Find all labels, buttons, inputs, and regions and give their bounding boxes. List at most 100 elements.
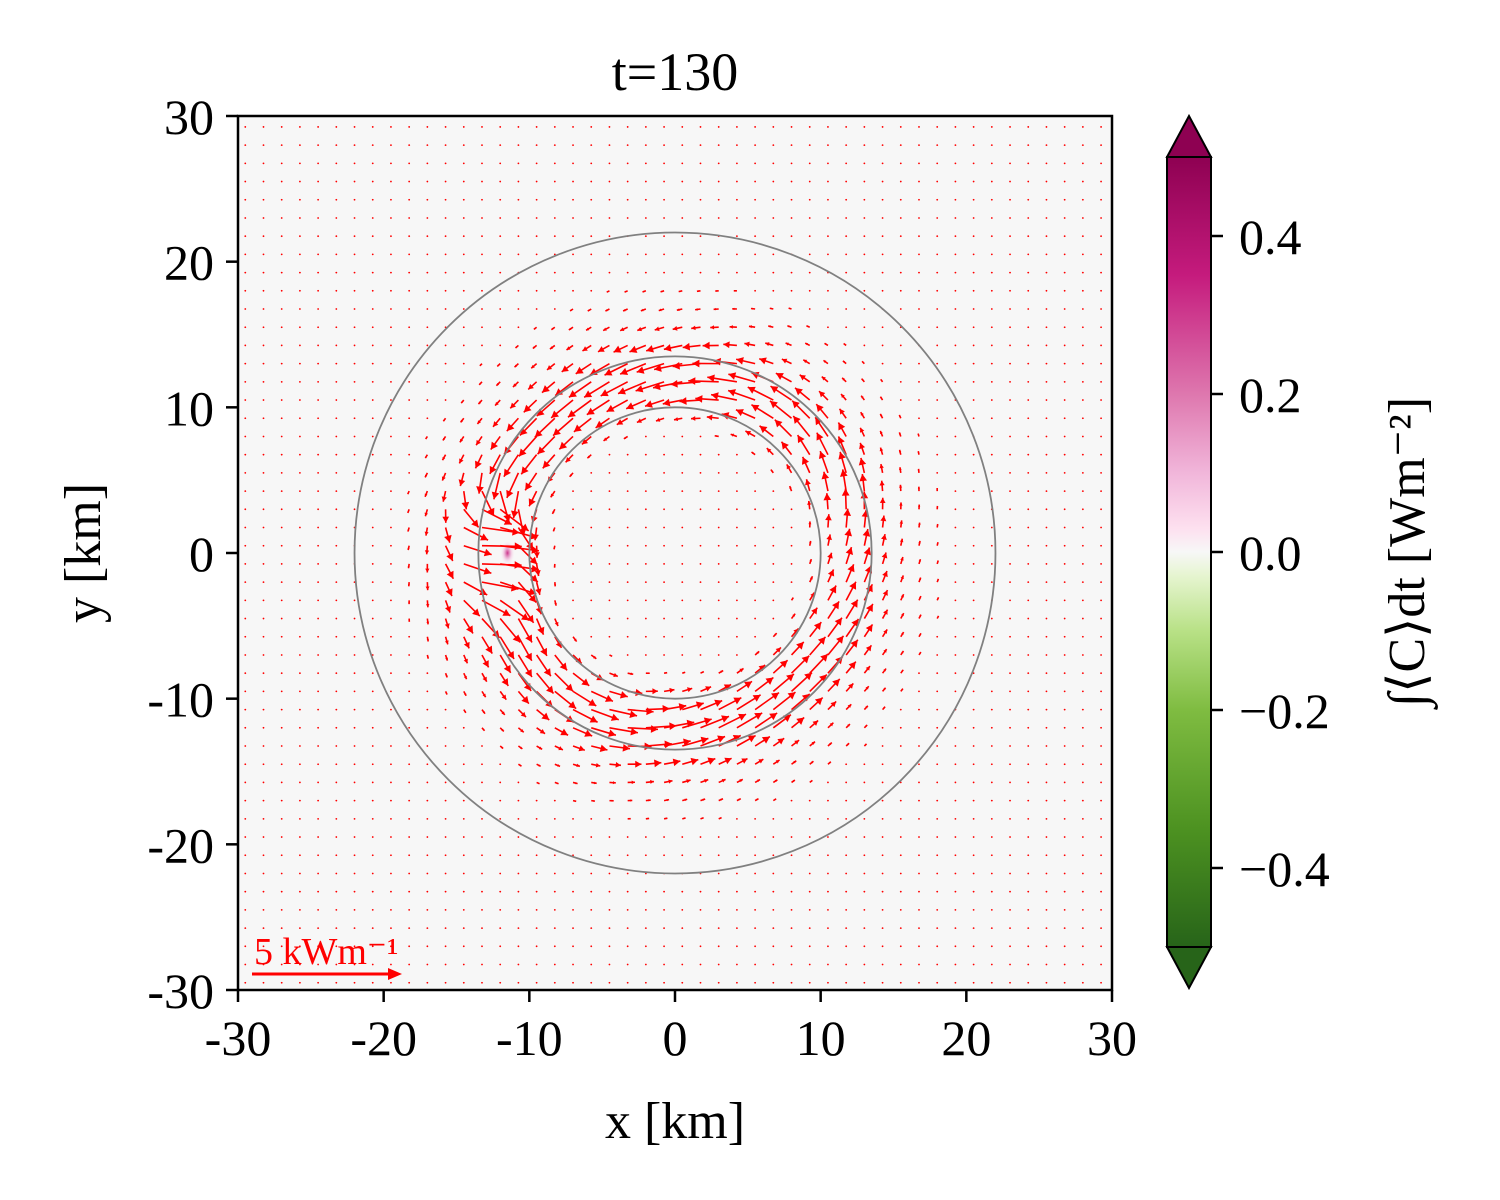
flux-arrow bbox=[1063, 635, 1066, 638]
flux-arrow bbox=[1009, 908, 1011, 911]
flux-arrow bbox=[317, 308, 320, 310]
flux-arrow bbox=[444, 527, 452, 543]
flux-arrow bbox=[972, 362, 975, 365]
flux-arrow bbox=[317, 544, 320, 547]
flux-arrow bbox=[879, 497, 886, 510]
flux-arrow bbox=[1100, 581, 1102, 584]
flux-arrow bbox=[863, 180, 866, 183]
flux-arrow bbox=[335, 344, 338, 347]
flux-arrow bbox=[736, 872, 738, 875]
flux-arrow bbox=[371, 945, 374, 948]
flux-arrow bbox=[954, 126, 957, 128]
flux-arrow bbox=[754, 490, 757, 492]
flux-arrow bbox=[845, 661, 857, 674]
flux-arrow bbox=[572, 253, 574, 256]
flux-arrow bbox=[936, 963, 939, 966]
flux-arrow bbox=[317, 526, 320, 529]
flux-arrow bbox=[827, 722, 834, 729]
flux-arrow bbox=[936, 615, 940, 619]
flux-arrow bbox=[808, 180, 811, 183]
flux-arrow bbox=[552, 527, 556, 532]
flux-arrow bbox=[553, 836, 556, 838]
flux-arrow bbox=[426, 344, 429, 347]
flux-arrow bbox=[572, 490, 574, 492]
flux-arrow bbox=[700, 735, 726, 747]
flux-arrow bbox=[262, 417, 265, 420]
flux-arrow bbox=[1100, 253, 1102, 256]
flux-arrow bbox=[572, 690, 597, 707]
flux-arrow bbox=[371, 963, 374, 966]
flux-arrow bbox=[299, 654, 301, 656]
flux-arrow bbox=[770, 469, 774, 474]
flux-arrow bbox=[772, 563, 775, 565]
flux-arrow bbox=[517, 908, 520, 911]
flux-arrow bbox=[262, 872, 265, 875]
colorbar-tick-label: 0.0 bbox=[1239, 525, 1302, 581]
flux-arrow bbox=[754, 271, 757, 274]
flux-arrow bbox=[426, 180, 429, 183]
flux-arrow bbox=[1045, 817, 1048, 820]
flux-arrow bbox=[1009, 544, 1011, 547]
flux-arrow bbox=[954, 654, 957, 656]
flux-arrow bbox=[280, 126, 283, 128]
flux-arrow bbox=[990, 617, 993, 620]
flux-arrow bbox=[1009, 217, 1011, 219]
flux-arrow bbox=[244, 198, 247, 201]
flux-arrow bbox=[644, 563, 647, 565]
flux-arrow bbox=[717, 872, 720, 875]
flux-arrow bbox=[827, 253, 829, 256]
flux-arrow bbox=[736, 563, 738, 565]
flux-arrow bbox=[1081, 471, 1084, 474]
flux-arrow bbox=[644, 945, 647, 948]
flux-arrow bbox=[990, 799, 993, 802]
flux-arrow bbox=[717, 654, 720, 656]
flux-arrow bbox=[335, 927, 338, 929]
flux-arrow bbox=[918, 632, 922, 638]
flux-arrow bbox=[626, 453, 629, 456]
flux-arrow bbox=[663, 635, 665, 638]
flux-arrow bbox=[772, 490, 775, 492]
flux-arrow bbox=[1009, 508, 1011, 511]
flux-arrow bbox=[425, 582, 430, 591]
flux-arrow bbox=[481, 963, 483, 966]
flux-arrow bbox=[371, 617, 374, 620]
flux-arrow bbox=[244, 344, 247, 347]
flux-arrow bbox=[845, 763, 848, 766]
flux-arrow bbox=[506, 417, 520, 432]
flux-arrow bbox=[408, 908, 411, 911]
flux-arrow bbox=[917, 433, 920, 437]
flux-arrow bbox=[1100, 945, 1102, 948]
flux-arrow bbox=[682, 342, 701, 351]
flux-arrow bbox=[644, 435, 647, 438]
flux-arrow bbox=[1063, 435, 1066, 438]
flux-arrow bbox=[936, 542, 939, 546]
flux-arrow bbox=[299, 945, 301, 948]
flux-arrow bbox=[990, 981, 993, 984]
flux-arrow bbox=[899, 362, 902, 365]
flux-arrow bbox=[462, 799, 465, 802]
flux-arrow bbox=[972, 308, 975, 310]
flux-arrow bbox=[1027, 344, 1030, 347]
flux-arrow bbox=[572, 508, 574, 511]
flux-arrow bbox=[608, 817, 611, 820]
flux-arrow bbox=[262, 144, 265, 147]
flux-arrow bbox=[754, 508, 757, 511]
flux-arrow bbox=[772, 217, 775, 219]
flux-arrow bbox=[1009, 599, 1011, 602]
flux-arrow bbox=[353, 817, 356, 820]
flux-arrow bbox=[353, 253, 356, 256]
flux-arrow bbox=[390, 235, 392, 238]
flux-arrow bbox=[899, 817, 902, 820]
flux-arrow bbox=[299, 253, 301, 256]
flux-arrow bbox=[335, 581, 338, 584]
flux-arrow bbox=[990, 162, 993, 165]
flux-arrow bbox=[280, 435, 283, 438]
flux-arrow bbox=[881, 706, 886, 711]
flux-arrow bbox=[408, 198, 411, 201]
flux-arrow bbox=[881, 326, 884, 329]
flux-arrow bbox=[936, 672, 939, 675]
flux-arrow bbox=[754, 758, 764, 765]
flux-arrow bbox=[517, 690, 530, 705]
flux-arrow bbox=[827, 162, 829, 165]
flux-arrow bbox=[1027, 945, 1030, 948]
